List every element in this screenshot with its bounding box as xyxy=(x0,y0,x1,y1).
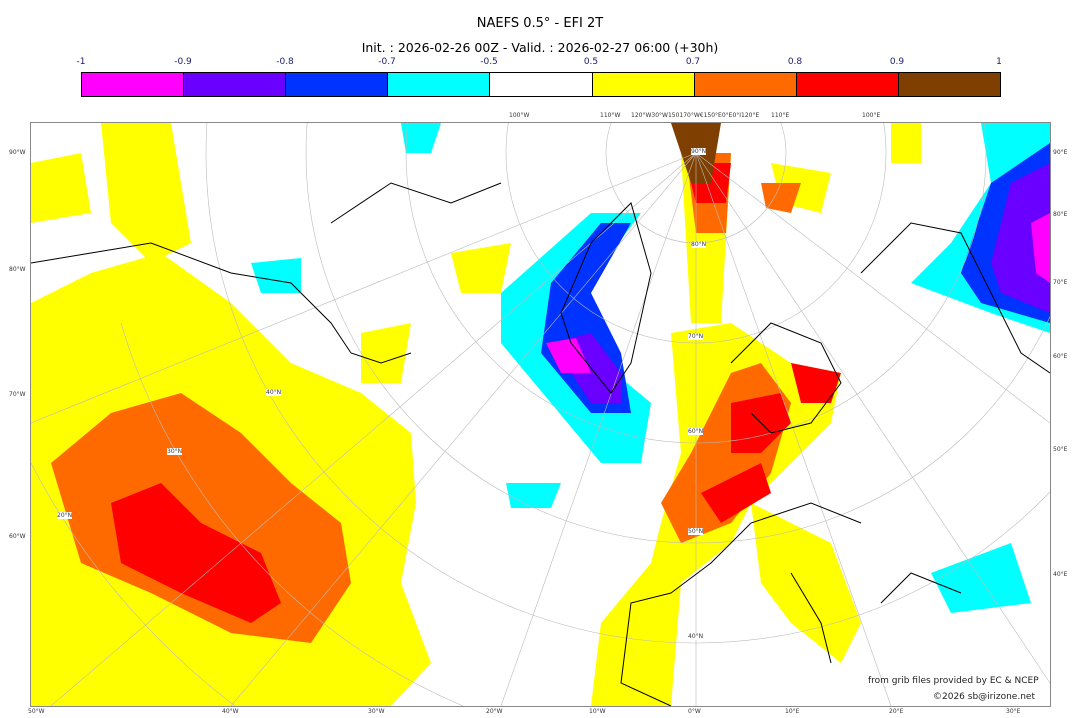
colorbar-tick: -0.7 xyxy=(378,57,396,67)
axis-label-right: 60°E xyxy=(1053,353,1068,360)
latitude-label: 50°N xyxy=(688,528,704,535)
map-area[interactable]: 90°N 80°N 70°N 60°N 50°N 40°N 40°N 30°N 20°N xyxy=(30,122,1051,707)
colorbar-tick: -0.9 xyxy=(174,57,192,67)
axis-label-bottom: 10°E xyxy=(785,708,800,715)
colorbar-tick: -0.5 xyxy=(480,57,498,67)
axis-label-left: 60°W xyxy=(9,533,26,540)
efi-map xyxy=(31,123,1050,706)
colorbar-segment xyxy=(184,73,287,96)
red-areas xyxy=(111,163,841,623)
axis-label-bottom: 40°W xyxy=(222,708,239,715)
latitude-label: 30°N xyxy=(167,448,183,455)
axis-label-bottom: 20°E xyxy=(889,708,904,715)
axis-label-bottom: 20°W xyxy=(486,708,503,715)
axis-label-top: 100°W xyxy=(509,112,530,119)
latitude-label: 80°N xyxy=(691,241,707,248)
latitude-label: 40°N xyxy=(266,389,282,396)
colorbar-tick: -1 xyxy=(76,57,86,67)
axis-label-right: 40°E xyxy=(1053,571,1068,578)
colorbar-segment xyxy=(286,73,389,96)
axis-label-left: 90°W xyxy=(9,149,26,156)
coastlines xyxy=(31,182,1050,706)
axis-label-bottom: 30°W xyxy=(368,708,385,715)
axis-label-bottom: 10°W xyxy=(589,708,606,715)
magenta-areas xyxy=(546,213,1050,373)
axis-label-right: 50°E xyxy=(1053,446,1068,453)
latitude-label: 60°N xyxy=(688,428,704,435)
latitude-label: 90°N xyxy=(691,148,707,155)
axis-label-top: 110°E xyxy=(771,112,790,119)
colorbar xyxy=(81,72,1001,97)
axis-label-top: 110°W xyxy=(600,112,621,119)
axis-label-left: 70°W xyxy=(9,391,26,398)
colorbar-segment xyxy=(898,73,1000,96)
source-credit: from grib files provided by EC & NCEP xyxy=(868,676,1039,686)
colorbar-segment xyxy=(694,73,797,96)
colorbar-segment xyxy=(388,73,491,96)
axis-label-right: 70°E xyxy=(1053,279,1068,286)
colorbar-tick: 0.8 xyxy=(787,57,803,67)
latitude-label: 40°N xyxy=(688,633,704,640)
axis-label-top: 120°W30°W150170°W€150°E0°E0°I120°E xyxy=(631,112,760,119)
latitude-label: 70°N xyxy=(688,333,704,340)
map-title: NAEFS 0.5° - EFI 2T xyxy=(476,16,604,31)
colorbar-tick: 0.5 xyxy=(583,57,599,67)
colorbar-segment xyxy=(82,73,185,96)
colorbar-tick: 0.7 xyxy=(685,57,701,67)
axis-label-top: 100°E xyxy=(862,112,881,119)
latitude-label: 20°N xyxy=(57,512,73,519)
colorbar-segment xyxy=(592,73,695,96)
colorbar-segment xyxy=(796,73,899,96)
axis-label-bottom: 0°W xyxy=(688,708,701,715)
map-subtitle: Init. : 2026-02-26 00Z - Valid. : 2026-0… xyxy=(361,40,719,55)
colorbar-tick: 1 xyxy=(996,57,1002,67)
colorbar-tick: 0.9 xyxy=(889,57,905,67)
axis-label-right: 80°E xyxy=(1053,211,1068,218)
axis-label-right: 90°E xyxy=(1053,149,1068,156)
axis-label-bottom: 30°E xyxy=(1006,708,1021,715)
axis-label-left: 80°W xyxy=(9,266,26,273)
axis-label-bottom: 50°W xyxy=(28,708,45,715)
colorbar-segment xyxy=(490,73,593,96)
colorbar-tick: -0.8 xyxy=(276,57,294,67)
copyright: ©2026 sb@irizone.net xyxy=(933,692,1035,702)
